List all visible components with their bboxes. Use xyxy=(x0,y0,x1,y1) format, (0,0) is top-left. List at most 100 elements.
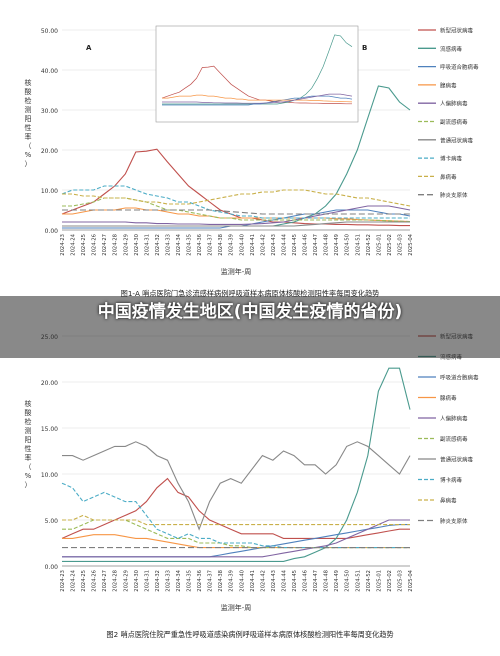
x-tick-label: 2024-23 xyxy=(60,234,66,256)
series-line-3 xyxy=(62,207,411,223)
legend-label: 副流感病毒 xyxy=(440,435,468,443)
y-axis-label-char: 酸 xyxy=(25,87,32,96)
x-tick-label: 2024-27 xyxy=(102,570,108,592)
legend-label: 新型冠状病毒 xyxy=(440,27,474,35)
legend-label: 呼吸道合胞病毒 xyxy=(440,374,479,382)
inset-series-line-0 xyxy=(161,65,352,105)
x-tick-label: 2024-44 xyxy=(281,233,287,255)
x-tick-label: 2024-29 xyxy=(123,234,129,256)
x-tick-label: 2024-40 xyxy=(239,570,245,592)
series-line-6 xyxy=(62,221,410,227)
x-tick-label: 2024-48 xyxy=(324,234,330,256)
x-tick-label: 2024-46 xyxy=(303,570,309,592)
x-tick-label: 2025-04 xyxy=(408,569,414,591)
x-tick-label: 2024-41 xyxy=(250,570,256,592)
x-tick-label: 2024-25 xyxy=(81,570,87,592)
y-axis-label-char: 检 xyxy=(25,417,32,426)
x-axis-label: 监测年-周 xyxy=(221,603,252,612)
series-line-9 xyxy=(62,209,410,215)
y-axis-label-char: 率 xyxy=(25,132,32,141)
legend-label: 鼻病毒 xyxy=(440,173,457,181)
y-tick-label: 10.00 xyxy=(41,188,58,195)
chart-title: 图2 哨点医院住院严重急性呼吸道感染病例呼吸道样本病原体核酸检测阳性率每周变化趋… xyxy=(106,630,393,639)
y-axis-label-char: 检 xyxy=(25,96,32,105)
legend-label: 人偏肺病毒 xyxy=(440,415,468,423)
y-axis-label-char: % xyxy=(25,151,32,159)
y-axis-label-char: 酸 xyxy=(25,408,32,417)
series-line-4 xyxy=(62,205,411,225)
series-line-0 xyxy=(61,148,410,227)
y-axis-label-char: 性 xyxy=(25,123,32,132)
x-tick-label: 2024-34 xyxy=(176,233,182,255)
chart-2: 0.005.0010.0015.0020.0025.002024-232024-… xyxy=(25,333,480,640)
x-tick-label: 2024-25 xyxy=(81,234,87,256)
inset-series-line-2 xyxy=(162,95,353,106)
x-tick-label: 2025-02 xyxy=(387,234,393,256)
x-tick-label: 2024-34 xyxy=(176,569,182,591)
y-axis-label-char: （ xyxy=(25,463,32,471)
x-tick-label: 2024-40 xyxy=(239,234,245,256)
legend-label: 普通冠状病毒 xyxy=(440,136,474,144)
y-axis-label-char: ） xyxy=(25,481,32,489)
legend-label: 鼻病毒 xyxy=(440,497,457,505)
x-tick-label: 2024-32 xyxy=(155,570,161,592)
inset-series-line-4 xyxy=(162,93,353,104)
y-tick-label: 50.00 xyxy=(41,28,58,35)
x-tick-label: 2025-01 xyxy=(376,234,382,256)
x-tick-label: 2024-50 xyxy=(345,234,351,256)
x-tick-label: 2024-28 xyxy=(113,570,119,592)
y-tick-label: 20.00 xyxy=(41,380,58,387)
y-axis-label-char: ） xyxy=(25,160,32,168)
x-tick-label: 2024-45 xyxy=(292,570,298,592)
x-tick-label: 2024-35 xyxy=(187,570,193,592)
legend-label: 普通冠状病毒 xyxy=(440,456,474,464)
y-axis-label-char: （ xyxy=(25,142,32,150)
x-tick-label: 2025-03 xyxy=(397,570,403,592)
legend-label: 腺病毒 xyxy=(440,394,457,402)
x-tick-label: 2024-49 xyxy=(334,570,340,592)
y-axis-label-char: 测 xyxy=(25,427,32,435)
x-tick-label: 2024-38 xyxy=(218,234,224,256)
legend-label: 副流感病毒 xyxy=(440,118,468,126)
x-tick-label: 2024-27 xyxy=(102,234,108,256)
y-tick-label: 0.00 xyxy=(45,228,59,235)
x-tick-label: 2024-26 xyxy=(92,234,98,256)
x-tick-label: 2024-51 xyxy=(355,570,361,592)
panel-label-a: A xyxy=(86,44,92,52)
x-tick-label: 2024-50 xyxy=(345,570,351,592)
x-tick-label: 2025-03 xyxy=(397,234,403,256)
x-tick-label: 2024-31 xyxy=(144,570,150,592)
x-tick-label: 2024-37 xyxy=(208,234,214,256)
x-tick-label: 2024-48 xyxy=(324,570,330,592)
overlay-title: 中国疫情发生地区(中国发生疫情的省份) xyxy=(97,302,403,322)
x-tick-label: 2024-42 xyxy=(260,570,266,592)
y-tick-label: 20.00 xyxy=(41,148,58,155)
legend-label: 流感病毒 xyxy=(440,45,463,53)
x-tick-label: 2024-32 xyxy=(155,234,161,256)
x-tick-label: 2024-28 xyxy=(113,234,119,256)
series-line-4 xyxy=(62,519,410,558)
y-axis-label-char: 率 xyxy=(25,453,32,462)
x-tick-label: 2024-43 xyxy=(271,570,277,592)
legend-label: 呼吸道合胞病毒 xyxy=(440,63,479,71)
y-axis-label-char: 性 xyxy=(25,444,32,453)
legend-label: 博卡病毒 xyxy=(440,155,463,163)
x-tick-label: 2024-37 xyxy=(208,570,214,592)
x-tick-label: 2024-33 xyxy=(165,234,171,256)
x-tick-label: 2024-41 xyxy=(250,234,256,256)
series-line-2 xyxy=(62,524,410,558)
y-tick-label: 10.00 xyxy=(41,472,58,479)
x-tick-label: 2024-52 xyxy=(366,234,372,256)
x-tick-label: 2024-39 xyxy=(229,570,235,592)
x-tick-label: 2024-31 xyxy=(144,234,150,256)
y-tick-label: 30.00 xyxy=(41,108,58,115)
legend-label: 肺炎支原体 xyxy=(440,517,468,525)
x-tick-label: 2024-44 xyxy=(281,569,287,591)
series-line-6 xyxy=(62,441,411,531)
x-axis-label: 监测年-周 xyxy=(221,267,252,276)
chart-title: 图1-A 哨点医院门急诊流感样病例呼吸道样本病原体核酸检测阳性率每周变化趋势 xyxy=(121,289,380,298)
y-tick-label: 0.00 xyxy=(45,564,59,571)
x-tick-label: 2024-47 xyxy=(313,234,319,256)
y-tick-label: 15.00 xyxy=(41,426,58,433)
y-axis-label-char: 核 xyxy=(25,399,32,408)
